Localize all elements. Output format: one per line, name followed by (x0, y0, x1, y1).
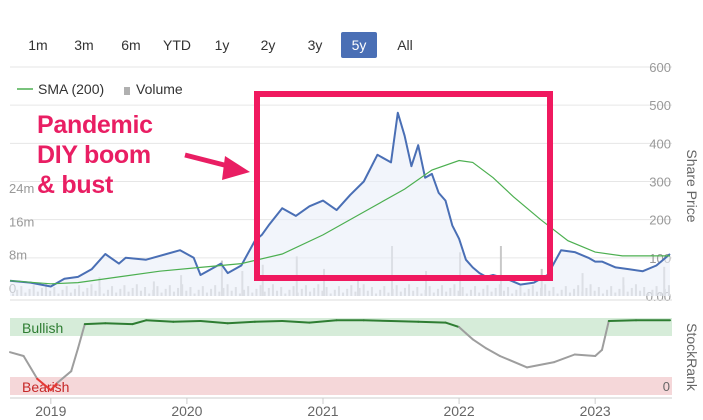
range-1m-button[interactable]: 1m (28, 37, 48, 53)
highlight-box (254, 91, 553, 281)
legend-volume-swatch (124, 87, 130, 95)
bearish-zone (10, 377, 672, 395)
price-tick-label: 400 (649, 136, 671, 151)
share-price-axis-title: Share Price (684, 149, 700, 222)
x-tick-label: 2019 (35, 403, 66, 419)
range-6m-button[interactable]: 6m (121, 37, 141, 53)
stockrank-segment (104, 322, 134, 326)
stockrank-segment (526, 361, 556, 369)
price-tick-label: 300 (649, 175, 671, 190)
x-tick-label: 2020 (171, 403, 202, 419)
range-3m-button[interactable]: 3m (74, 37, 94, 53)
stockrank-segment (553, 353, 576, 364)
x-tick-label: 2021 (307, 403, 338, 419)
volume-bar (499, 246, 502, 296)
range-all-button[interactable]: All (397, 37, 413, 53)
stockrank-segment (362, 319, 392, 322)
price-tick-label: 600 (649, 60, 671, 75)
stockrank-segment (464, 332, 474, 341)
stockrank-segment (83, 322, 107, 326)
stockrank-segment (444, 321, 461, 329)
price-tick-label: 200 (649, 213, 671, 228)
stockrank-segment (253, 320, 284, 323)
range-1y-button[interactable]: 1y (214, 37, 230, 53)
stockrank-segment (601, 320, 610, 351)
stockrank-segment (458, 326, 467, 335)
stockrank-segment (131, 319, 148, 326)
stockrank-segment (9, 351, 25, 357)
annotation-line-3: & bust (37, 171, 113, 199)
range-2y-button[interactable]: 2y (260, 37, 276, 53)
range-ytd-button[interactable]: YTD (163, 37, 191, 53)
range-5y-button[interactable]: 5y (341, 32, 377, 58)
stockrank-segment (56, 370, 73, 384)
stockrank-segment (77, 323, 86, 350)
stockrank-segment (70, 347, 79, 373)
volume-tick-label: 8m (9, 248, 27, 263)
stockrank-segment (172, 320, 202, 323)
stockrank-segment (485, 347, 501, 357)
volume-tick-label: 16m (9, 214, 34, 229)
stockrank-segment (145, 319, 175, 323)
stockrank-segment (281, 320, 311, 324)
stockrank-segment (308, 319, 338, 324)
x-tick-label: 2022 (443, 403, 474, 419)
stockrank-segment (22, 355, 39, 380)
legend-sma-label: SMA (200) (38, 81, 104, 97)
stockrank-segment (594, 348, 603, 357)
stockrank-segment (573, 353, 597, 357)
rank-zero-label: 0 (663, 379, 670, 394)
stockrank-segment (498, 355, 529, 369)
bullish-label: Bullish (22, 320, 63, 336)
stockrank-segment (49, 381, 59, 392)
x-tick-label: 2023 (580, 403, 611, 419)
stockrank-axis-title: StockRank (684, 323, 700, 392)
price-tick-label: 500 (649, 98, 671, 113)
stockrank-segment (226, 320, 256, 325)
annotation-text: Pandemic DIY boom & bust (37, 110, 153, 200)
annotation-arrow-head (222, 156, 250, 180)
volume-tick-label: 24m (9, 181, 34, 196)
stockrank-segment (607, 319, 637, 322)
stockrank-segment (471, 338, 488, 350)
annotation-line-2: DIY boom (37, 141, 151, 169)
annotation-line-1: Pandemic (37, 111, 153, 139)
range-3y-button[interactable]: 3y (307, 37, 323, 53)
legend-volume-label: Volume (136, 81, 183, 97)
stockrank-segment (36, 377, 52, 392)
stockrank-segment (199, 320, 229, 325)
stockrank-segment (417, 320, 447, 324)
stockrank-segment (390, 320, 420, 323)
sma-line (9, 159, 670, 285)
